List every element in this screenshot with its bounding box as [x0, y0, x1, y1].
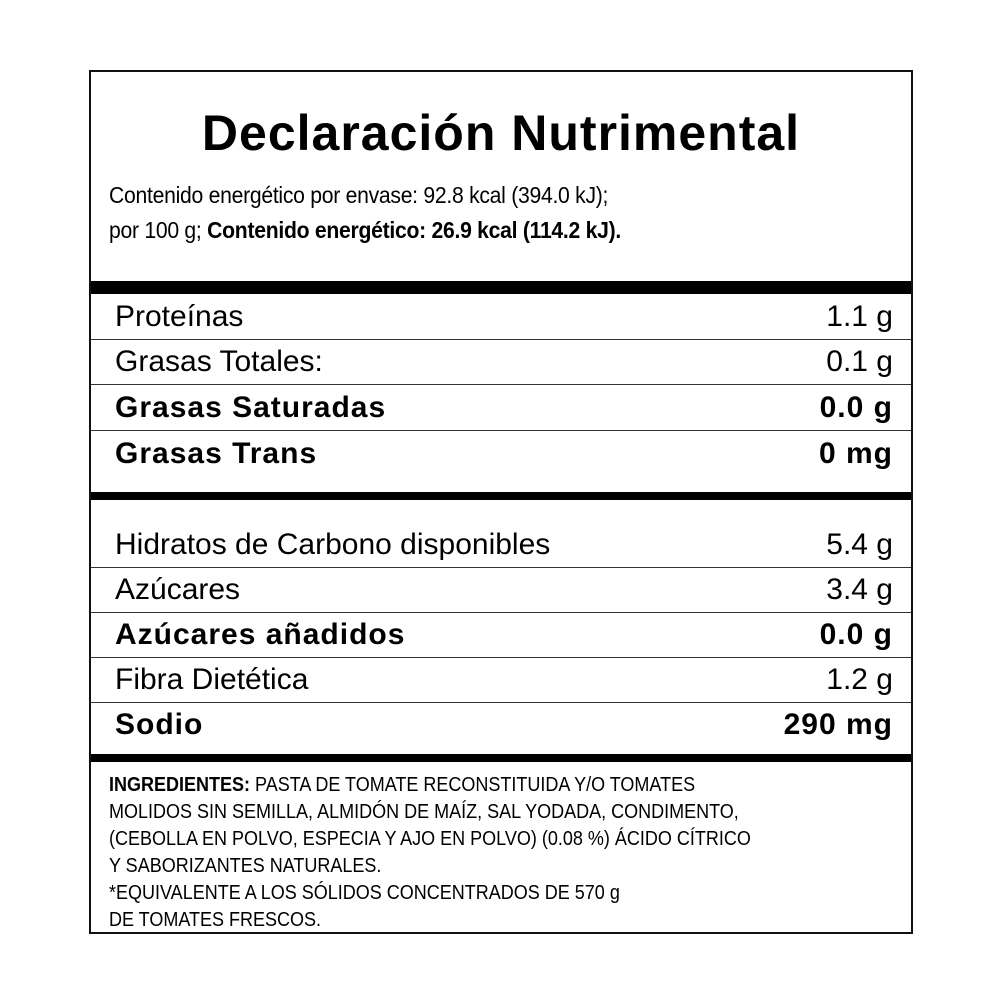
nutrition-label: Declaración Nutrimental Contenido energé… — [89, 70, 913, 934]
ingredients-line: (CEBOLLA EN POLVO, ESPECIA Y AJO EN POLV… — [109, 828, 751, 850]
label-title: Declaración Nutrimental — [201, 105, 801, 161]
nutrient-label: Sodio — [115, 708, 204, 741]
nutrient-value: 0 mg — [818, 437, 893, 470]
nutrient-label: Grasas Saturadas — [115, 391, 387, 424]
nutrient-value: 3.4 g — [826, 573, 893, 606]
thick-divider — [91, 492, 911, 500]
nutrient-label: Grasas Totales: — [115, 345, 323, 378]
nutrient-label: Azúcares añadidos — [115, 618, 406, 651]
nutrient-label: Fibra Dietética — [115, 663, 309, 696]
nutrient-value: 0.1 g — [826, 345, 893, 378]
nutrient-row: Fibra Dietética 1.2 g — [91, 657, 911, 703]
ingredients-line: Y SABORIZANTES NATURALES. — [109, 855, 382, 877]
nutrient-row: Proteínas 1.1 g — [91, 294, 911, 340]
energy-per-package: Contenido energético por envase: 92.8 kc… — [109, 182, 609, 208]
energy-per-100g-value: Contenido energético: 26.9 kcal (114.2 k… — [207, 217, 621, 243]
nutrient-value: 0.0 g — [819, 618, 893, 651]
nutrient-row: Grasas Saturadas 0.0 g — [91, 385, 911, 431]
nutrient-label: Grasas Trans — [115, 437, 318, 470]
nutrient-value: 0.0 g — [819, 391, 893, 424]
thick-divider — [91, 281, 911, 294]
nutrient-value: 5.4 g — [826, 528, 893, 561]
nutrient-row: Sodio 290 mg — [91, 702, 911, 747]
nutrient-row: Grasas Trans 0 mg — [91, 431, 911, 476]
ingredients-line: PASTA DE TOMATE RECONSTITUIDA Y/O TOMATE… — [250, 774, 696, 796]
energy-per-100g: por 100 g; Contenido energético: 26.9 kc… — [109, 217, 621, 244]
ingredients-text: INGREDIENTES: PASTA DE TOMATE RECONSTITU… — [109, 772, 751, 934]
nutrient-value: 290 mg — [783, 708, 893, 741]
nutrient-value: 1.2 g — [826, 663, 893, 696]
nutrient-label: Proteínas — [115, 300, 244, 333]
ingredients-heading: INGREDIENTES: — [109, 774, 251, 796]
thick-divider — [91, 754, 911, 762]
ingredients-line: MOLIDOS SIN SEMILLA, ALMIDÓN DE MAÍZ, SA… — [109, 801, 739, 823]
footnote-line: *EQUIVALENTE A LOS SÓLIDOS CONCENTRADOS … — [109, 882, 620, 904]
nutrient-row: Hidratos de Carbono disponibles 5.4 g — [91, 522, 911, 568]
nutrient-label: Azúcares — [115, 573, 241, 606]
footnote-line: DE TOMATES FRESCOS. — [109, 909, 322, 931]
nutrient-label: Hidratos de Carbono disponibles — [115, 528, 551, 561]
energy-per-100g-prefix: por 100 g; — [109, 217, 208, 243]
nutrient-row: Azúcares añadidos 0.0 g — [91, 612, 911, 658]
nutrient-row: Grasas Totales: 0.1 g — [91, 339, 911, 385]
nutrient-row: Azúcares 3.4 g — [91, 567, 911, 613]
nutrient-value: 1.1 g — [826, 300, 893, 333]
